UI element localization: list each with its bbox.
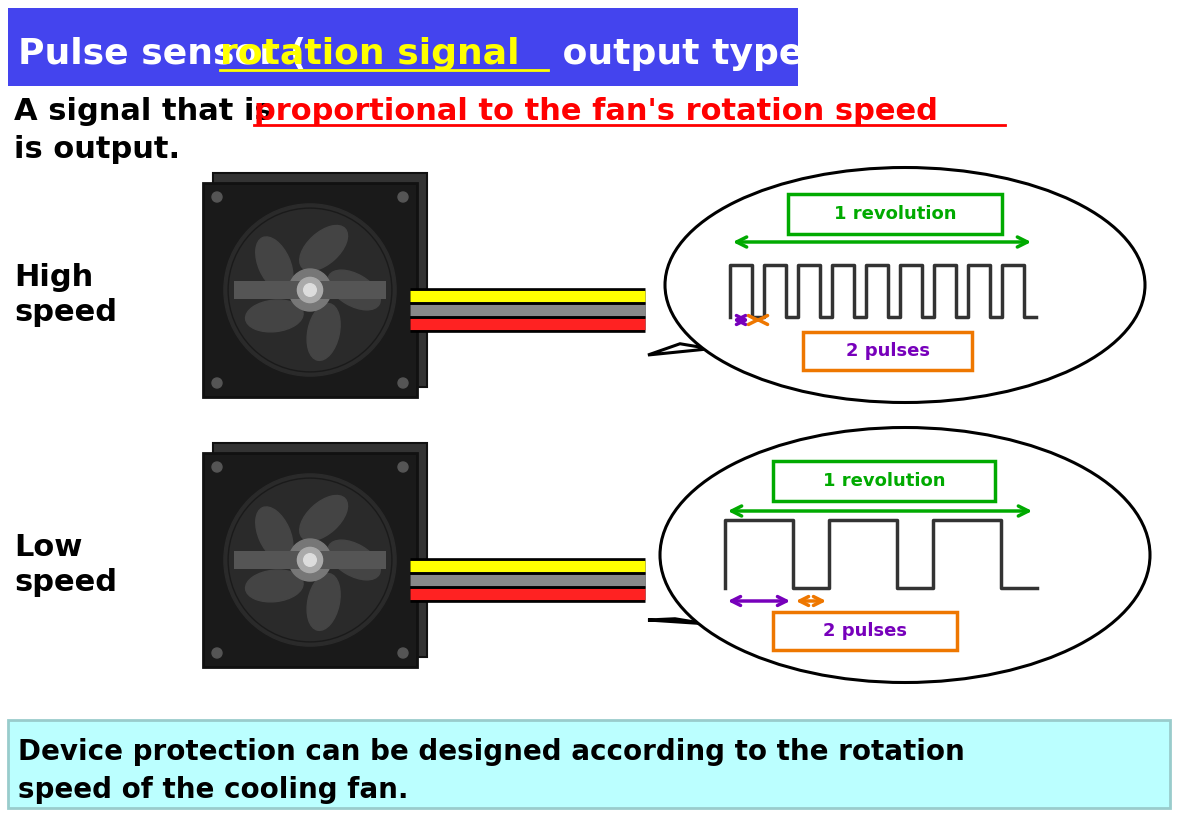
FancyBboxPatch shape [213, 173, 426, 387]
FancyBboxPatch shape [203, 453, 417, 667]
Circle shape [297, 548, 323, 573]
Text: Low
speed: Low speed [14, 532, 117, 597]
Text: proportional to the fan's rotation speed: proportional to the fan's rotation speed [254, 98, 938, 126]
Circle shape [212, 378, 221, 388]
Circle shape [224, 204, 396, 376]
Text: speed of the cooling fan.: speed of the cooling fan. [18, 776, 409, 804]
Text: High
speed: High speed [14, 262, 117, 328]
Text: output type): output type) [550, 37, 820, 71]
FancyBboxPatch shape [803, 332, 972, 370]
FancyBboxPatch shape [8, 8, 798, 86]
Circle shape [212, 648, 221, 658]
Ellipse shape [256, 507, 293, 562]
Circle shape [398, 378, 408, 388]
Text: 2 pulses: 2 pulses [823, 622, 907, 640]
Ellipse shape [307, 574, 340, 630]
FancyBboxPatch shape [788, 194, 1002, 234]
Circle shape [398, 192, 408, 202]
Ellipse shape [256, 237, 293, 291]
Text: rotation signal: rotation signal [220, 37, 519, 71]
Text: Pulse sensor (: Pulse sensor ( [18, 37, 306, 71]
Circle shape [212, 192, 221, 202]
Ellipse shape [245, 570, 303, 601]
Polygon shape [648, 344, 710, 355]
Circle shape [224, 474, 396, 646]
FancyBboxPatch shape [773, 461, 995, 501]
Circle shape [398, 462, 408, 472]
Circle shape [289, 269, 331, 311]
FancyBboxPatch shape [203, 183, 417, 397]
Ellipse shape [245, 300, 303, 332]
Circle shape [289, 539, 331, 581]
Text: Device protection can be designed according to the rotation: Device protection can be designed accord… [18, 738, 965, 766]
Ellipse shape [299, 496, 348, 540]
FancyBboxPatch shape [234, 280, 385, 299]
FancyBboxPatch shape [8, 720, 1170, 808]
FancyBboxPatch shape [213, 443, 426, 657]
Circle shape [212, 462, 221, 472]
FancyBboxPatch shape [773, 612, 957, 650]
Text: 2 pulses: 2 pulses [846, 342, 929, 360]
Polygon shape [648, 619, 704, 623]
Ellipse shape [307, 303, 340, 360]
Circle shape [304, 284, 317, 297]
Text: A signal that is: A signal that is [14, 98, 284, 126]
Ellipse shape [327, 270, 380, 310]
Circle shape [398, 648, 408, 658]
Text: 1 revolution: 1 revolution [834, 205, 957, 223]
FancyBboxPatch shape [234, 551, 385, 570]
Circle shape [304, 553, 317, 566]
Ellipse shape [299, 226, 348, 271]
Text: is output.: is output. [14, 135, 180, 165]
Ellipse shape [660, 428, 1150, 682]
Circle shape [297, 277, 323, 302]
Text: 1 revolution: 1 revolution [822, 472, 945, 490]
Ellipse shape [666, 168, 1145, 403]
Ellipse shape [327, 540, 380, 579]
